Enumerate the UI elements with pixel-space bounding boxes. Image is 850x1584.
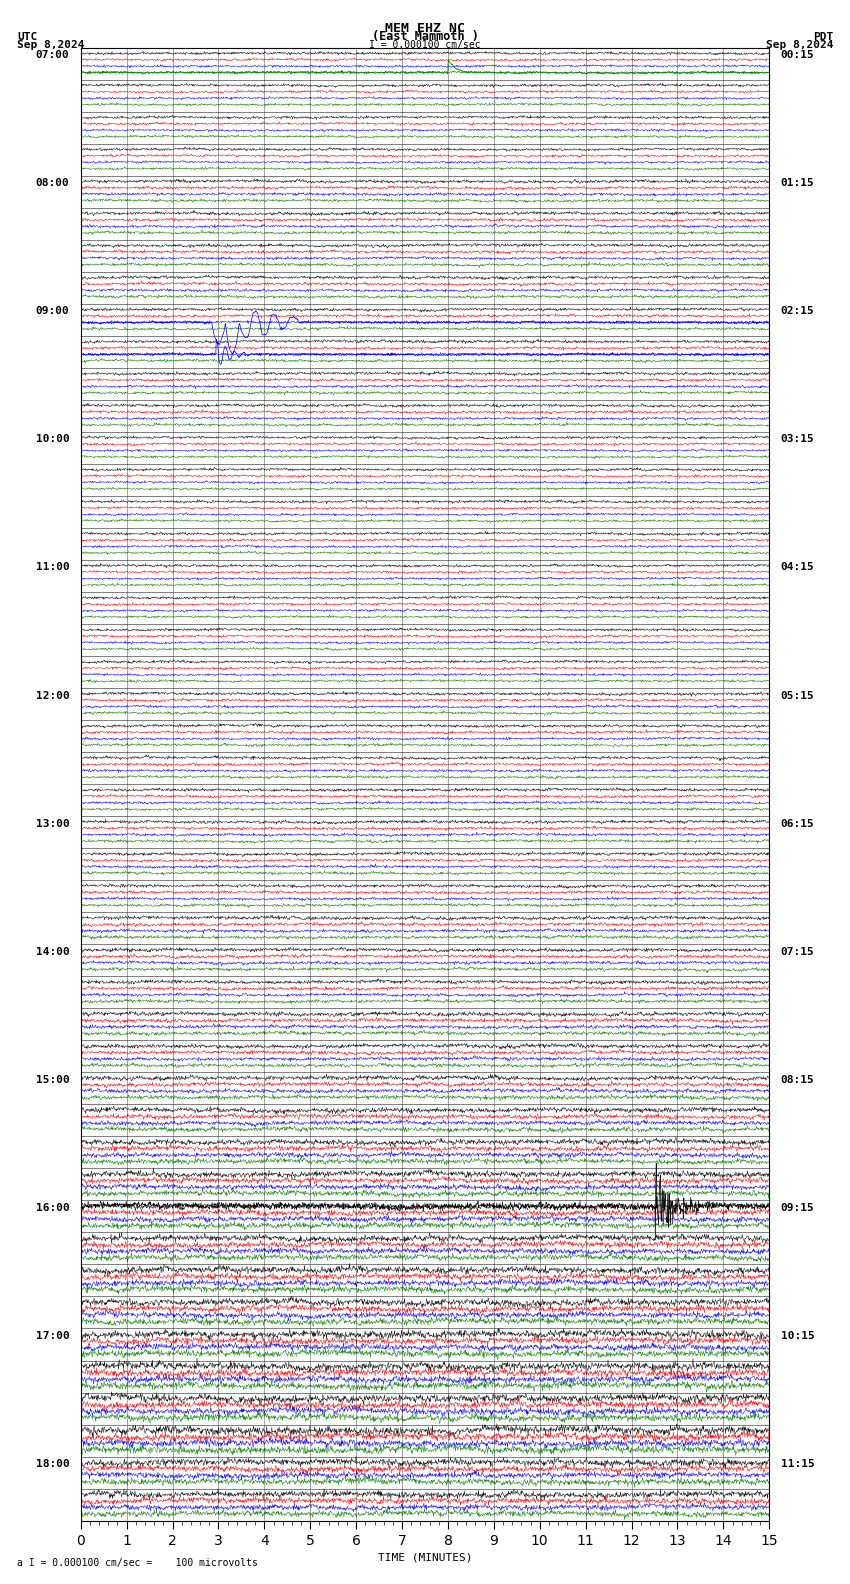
Text: 08:00: 08:00 bbox=[36, 177, 70, 188]
Text: 04:15: 04:15 bbox=[780, 562, 814, 572]
Text: 06:15: 06:15 bbox=[780, 819, 814, 828]
Text: 11:15: 11:15 bbox=[780, 1459, 814, 1468]
Text: 09:00: 09:00 bbox=[36, 306, 70, 317]
Text: a I = 0.000100 cm/sec =    100 microvolts: a I = 0.000100 cm/sec = 100 microvolts bbox=[17, 1559, 258, 1568]
Text: 03:15: 03:15 bbox=[780, 434, 814, 445]
Text: 05:15: 05:15 bbox=[780, 691, 814, 700]
Text: 10:15: 10:15 bbox=[780, 1331, 814, 1342]
Text: 07:15: 07:15 bbox=[780, 947, 814, 957]
Text: I = 0.000100 cm/sec: I = 0.000100 cm/sec bbox=[369, 40, 481, 49]
Text: 01:15: 01:15 bbox=[780, 177, 814, 188]
Text: 16:00: 16:00 bbox=[36, 1202, 70, 1213]
Text: 02:15: 02:15 bbox=[780, 306, 814, 317]
Text: 07:00: 07:00 bbox=[36, 51, 70, 60]
Text: (East Mammoth ): (East Mammoth ) bbox=[371, 30, 479, 43]
Text: 00:15: 00:15 bbox=[780, 51, 814, 60]
Text: Sep 8,2024: Sep 8,2024 bbox=[766, 40, 833, 49]
X-axis label: TIME (MINUTES): TIME (MINUTES) bbox=[377, 1552, 473, 1562]
Text: 12:00: 12:00 bbox=[36, 691, 70, 700]
Text: 14:00: 14:00 bbox=[36, 947, 70, 957]
Text: 17:00: 17:00 bbox=[36, 1331, 70, 1342]
Text: 15:00: 15:00 bbox=[36, 1076, 70, 1085]
Text: MEM EHZ NC: MEM EHZ NC bbox=[385, 22, 465, 35]
Text: Sep 8,2024: Sep 8,2024 bbox=[17, 40, 84, 49]
Text: 08:15: 08:15 bbox=[780, 1076, 814, 1085]
Text: 13:00: 13:00 bbox=[36, 819, 70, 828]
Text: 11:00: 11:00 bbox=[36, 562, 70, 572]
Text: 18:00: 18:00 bbox=[36, 1459, 70, 1468]
Text: UTC: UTC bbox=[17, 32, 37, 41]
Text: 10:00: 10:00 bbox=[36, 434, 70, 445]
Text: 09:15: 09:15 bbox=[780, 1202, 814, 1213]
Text: PDT: PDT bbox=[813, 32, 833, 41]
